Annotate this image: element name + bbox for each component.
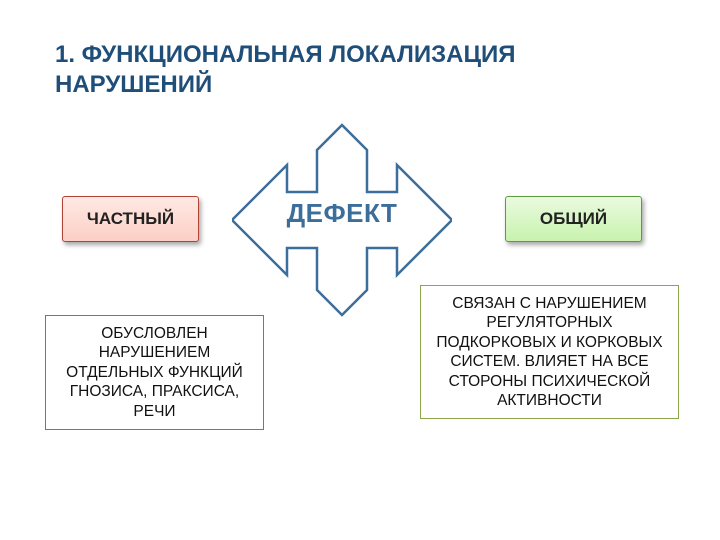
right-description: СВЯЗАН С НАРУШЕНИЕМ РЕГУЛЯТОРНЫХ ПОДКОРК… [420,285,679,419]
left-category-label: ЧАСТНЫЙ [62,196,199,242]
right-category-label: ОБЩИЙ [505,196,642,242]
center-concept: ДЕФЕКТ [232,198,452,229]
page-title: 1. ФУНКЦИОНАЛЬНАЯ ЛОКАЛИЗАЦИЯ НАРУШЕНИЙ [55,40,675,100]
left-description: ОБУСЛОВЛЕН НАРУШЕНИЕМ ОТДЕЛЬНЫХ ФУНКЦИЙ … [45,315,264,430]
